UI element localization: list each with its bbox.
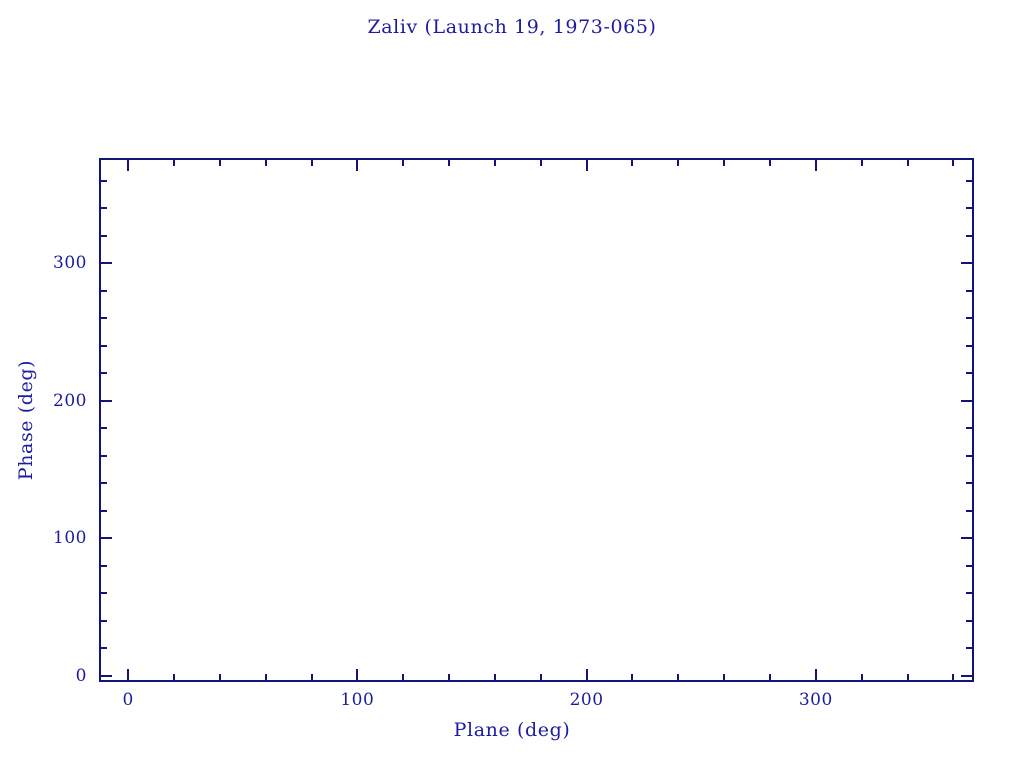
tick-mark-right — [966, 509, 974, 512]
tick-mark-right — [966, 207, 974, 210]
tick-mark-top — [493, 158, 496, 166]
tick-mark-right — [961, 399, 974, 402]
tick-mark-left — [99, 289, 107, 292]
y-tick-label: 200 — [53, 390, 87, 411]
tick-mark-left — [99, 234, 107, 237]
tick-mark-bottom — [585, 669, 588, 682]
tick-mark-left — [99, 592, 107, 595]
tick-mark-top — [172, 158, 175, 166]
tick-mark-bottom — [264, 674, 267, 682]
tick-mark-left — [99, 262, 112, 265]
plot-frame — [99, 158, 974, 682]
tick-mark-right — [966, 289, 974, 292]
tick-mark-top — [218, 158, 221, 166]
x-tick-label: 200 — [569, 690, 604, 710]
tick-mark-left — [99, 454, 107, 457]
tick-mark-top — [585, 158, 588, 171]
x-axis-label: Plane (deg) — [453, 719, 571, 741]
tick-mark-top — [677, 158, 680, 166]
tick-mark-left — [99, 619, 107, 622]
x-tick-label: 0 — [122, 690, 134, 710]
tick-mark-top — [814, 158, 817, 171]
tick-mark-top — [356, 158, 359, 171]
tick-mark-right — [966, 179, 974, 182]
tick-mark-bottom — [172, 674, 175, 682]
tick-mark-left — [99, 674, 112, 677]
tick-mark-right — [966, 427, 974, 430]
tick-mark-right — [966, 372, 974, 375]
page-title: Zaliv (Launch 19, 1973-065) — [367, 16, 657, 38]
tick-mark-right — [966, 454, 974, 457]
tick-mark-bottom — [493, 674, 496, 682]
tick-mark-bottom — [860, 674, 863, 682]
tick-mark-top — [723, 158, 726, 166]
tick-mark-top — [310, 158, 313, 166]
tick-mark-top — [539, 158, 542, 166]
tick-mark-top — [768, 158, 771, 166]
y-tick-label: 0 — [75, 665, 87, 686]
plot-data-canvas — [101, 160, 976, 684]
tick-mark-left — [99, 564, 107, 567]
tick-mark-left — [99, 509, 107, 512]
tick-mark-left — [99, 317, 107, 320]
tick-mark-top — [127, 158, 130, 171]
tick-mark-top — [860, 158, 863, 166]
tick-mark-right — [966, 234, 974, 237]
tick-mark-right — [966, 647, 974, 650]
tick-mark-bottom — [539, 674, 542, 682]
tick-mark-bottom — [952, 674, 955, 682]
tick-mark-right — [966, 564, 974, 567]
tick-mark-bottom — [448, 674, 451, 682]
tick-mark-bottom — [402, 674, 405, 682]
tick-mark-top — [952, 158, 955, 166]
tick-mark-bottom — [356, 669, 359, 682]
tick-mark-right — [966, 592, 974, 595]
tick-mark-right — [961, 674, 974, 677]
tick-mark-left — [99, 399, 112, 402]
tick-mark-left — [99, 207, 107, 210]
tick-mark-left — [99, 427, 107, 430]
tick-mark-left — [99, 179, 107, 182]
y-axis-label: Phase (deg) — [15, 360, 37, 480]
y-tick-label: 100 — [53, 528, 87, 549]
y-axis-label-text: Phase (deg) — [15, 359, 37, 481]
tick-mark-bottom — [768, 674, 771, 682]
tick-mark-right — [966, 344, 974, 347]
tick-mark-bottom — [814, 669, 817, 682]
tick-mark-right — [961, 537, 974, 540]
x-tick-label: 100 — [340, 690, 375, 710]
tick-mark-top — [631, 158, 634, 166]
tick-mark-left — [99, 344, 107, 347]
tick-mark-top — [906, 158, 909, 166]
tick-mark-right — [966, 482, 974, 485]
tick-mark-right — [966, 317, 974, 320]
tick-mark-bottom — [127, 669, 130, 682]
tick-mark-left — [99, 372, 107, 375]
x-tick-label: 300 — [798, 690, 833, 710]
tick-mark-top — [402, 158, 405, 166]
tick-mark-bottom — [218, 674, 221, 682]
tick-mark-right — [961, 262, 974, 265]
tick-mark-bottom — [723, 674, 726, 682]
y-tick-label: 300 — [53, 253, 87, 274]
tick-mark-top — [264, 158, 267, 166]
tick-mark-bottom — [310, 674, 313, 682]
tick-mark-bottom — [677, 674, 680, 682]
tick-mark-left — [99, 647, 107, 650]
tick-mark-left — [99, 537, 112, 540]
tick-mark-right — [966, 619, 974, 622]
tick-mark-bottom — [906, 674, 909, 682]
tick-mark-left — [99, 482, 107, 485]
tick-mark-bottom — [631, 674, 634, 682]
tick-mark-top — [448, 158, 451, 166]
